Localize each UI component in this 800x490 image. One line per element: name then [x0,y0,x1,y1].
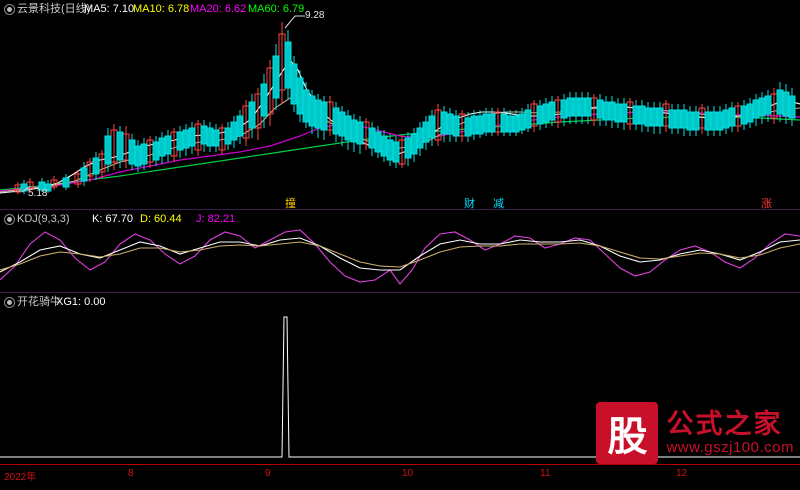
kdj-chart-canvas [0,229,800,285]
signal-xg1-line [0,316,800,458]
signal-value: XG1: 0.00 [56,296,106,308]
kdj-j-line [0,229,800,285]
high-annotation-leader [284,15,305,29]
signal-panel: 开花骑牛 XG1: 0.00 [0,293,800,460]
ma60-line [0,116,800,191]
price-panel: 云景科技(日线) MA5: 7.10 MA10: 6.78 MA20: 6.62… [0,0,800,210]
panel-toggle-icon-signal[interactable] [4,297,15,308]
panel-divider-2 [0,292,800,293]
signal-title: 开花骑牛 [17,296,61,308]
signal-chart-canvas [0,316,800,458]
legend-ma5: MA5: 7.10 [84,3,135,15]
panel-divider-1 [0,209,800,210]
legend-ma20: MA20: 6.62 [190,3,247,15]
time-axis: 2022年 8 9 10 11 12 [0,468,800,486]
window-title: 云景科技(日线) [17,3,91,15]
price-chart-canvas [0,15,800,194]
kdj-j-value: J: 82.21 [196,213,236,225]
marker-jian[interactable]: 减 [493,198,504,210]
watermark-url: www.gszj100.com [666,439,794,456]
kdj-title: KDJ(9,3,3) [17,213,70,225]
kdj-d-line [0,241,800,271]
panel-toggle-icon-kdj[interactable] [4,214,15,225]
low-annotation-leader [21,185,31,193]
marker-zhuang[interactable]: 撞 [285,198,296,210]
low-price-label: 5.18 [28,188,48,199]
watermark: 股 公式之家 www.gszj100.com [596,402,794,464]
legend-ma10: MA10: 6.78 [133,3,190,15]
kdj-d-value: D: 60.44 [140,213,182,225]
panel-toggle-icon-price[interactable] [4,4,15,15]
time-label-2022: 2022年 [4,472,37,483]
watermark-title: 公式之家 [666,409,783,439]
legend-ma60: MA60: 6.79 [248,3,305,15]
marker-zhang[interactable]: 涨 [761,198,772,210]
high-price-label: 9.28 [305,10,325,21]
candlestick-series [14,22,796,194]
watermark-seal: 股 [596,402,659,464]
time-axis-line [0,464,800,465]
time-label-10: 10 [402,468,414,479]
time-label-11: 11 [540,468,551,479]
kdj-panel: KDJ(9,3,3) K: 67.70 D: 60.44 J: 82.21 [0,210,800,291]
kdj-k-value: K: 67.70 [92,213,133,225]
time-label-12: 12 [676,468,688,479]
marker-cai[interactable]: 财 [464,198,475,210]
time-label-8: 8 [128,468,134,479]
time-label-9: 9 [265,468,271,479]
